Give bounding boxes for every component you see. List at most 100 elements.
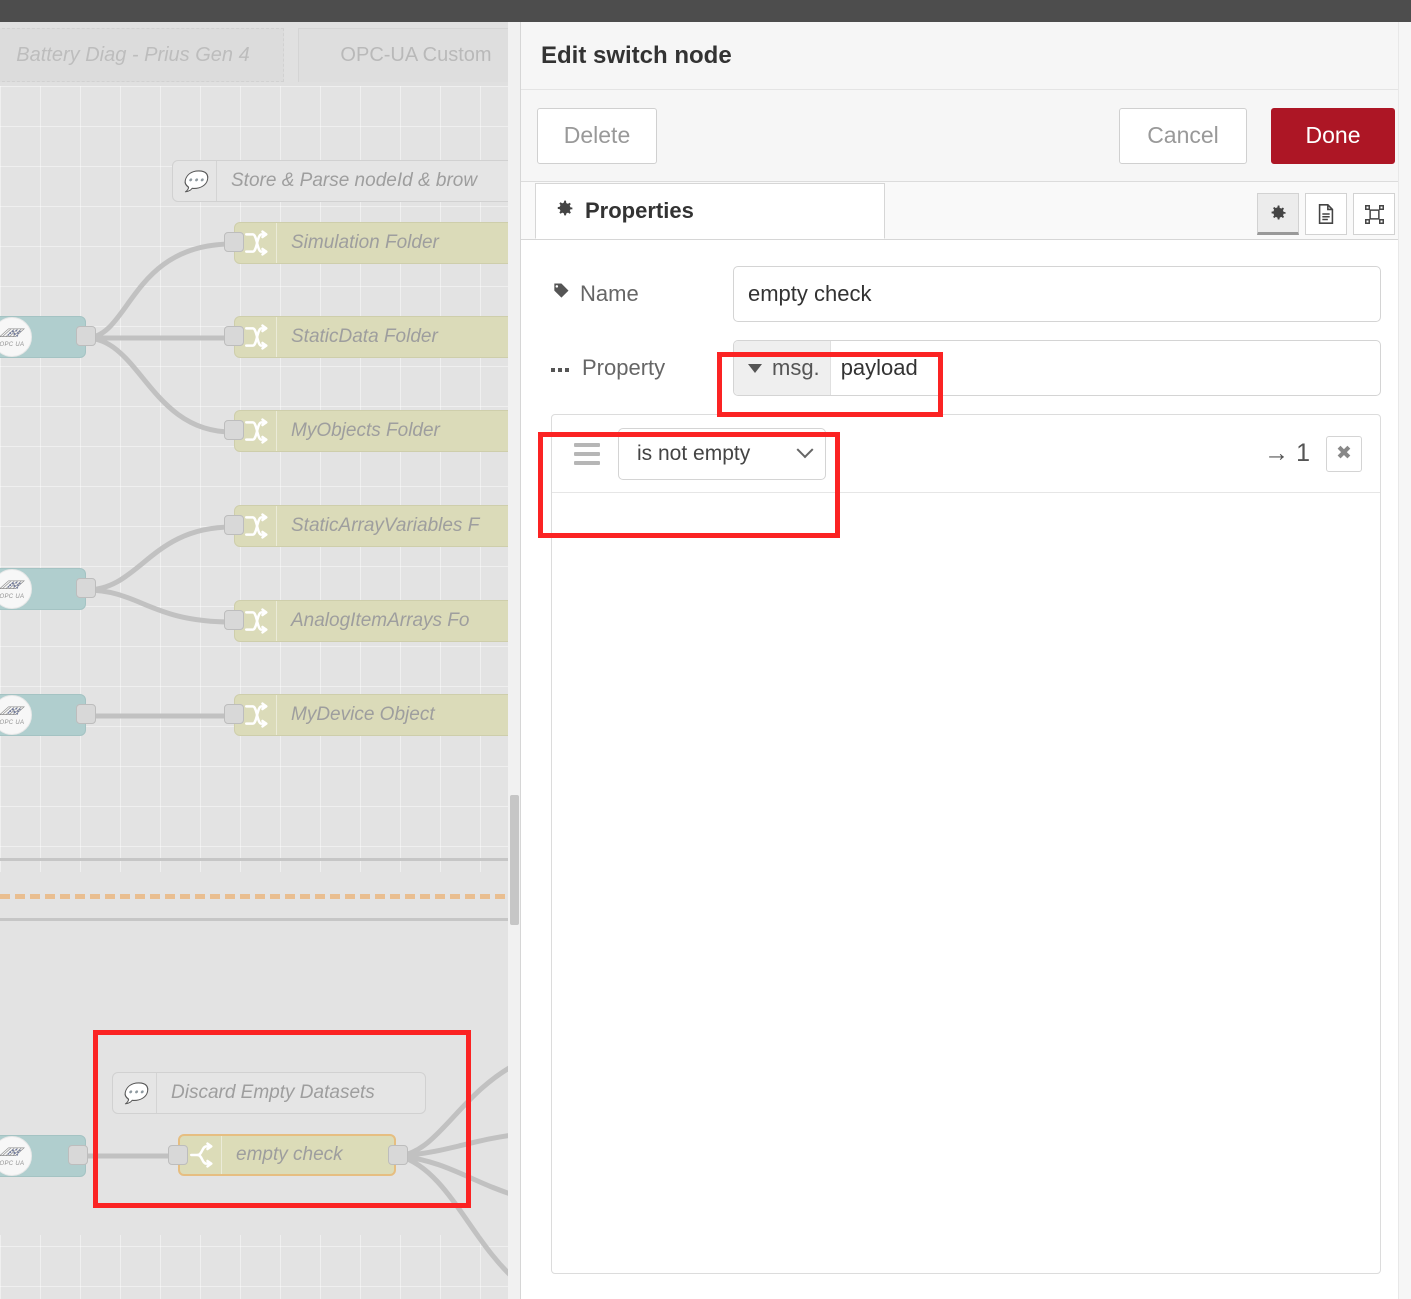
property-label-text: Property xyxy=(582,355,666,380)
switch-icon xyxy=(235,695,277,735)
name-label-text: Name xyxy=(580,281,639,306)
delete-button[interactable]: Delete xyxy=(537,107,657,164)
node-output-port[interactable] xyxy=(76,326,96,346)
opc-ua-logo-text: OPC UA xyxy=(0,342,25,348)
node-output-port[interactable] xyxy=(76,704,96,724)
property-prefix-label: msg. xyxy=(772,355,820,380)
node-input-port[interactable] xyxy=(224,232,244,252)
comment-node-store-parse[interactable]: 💬 Store & Parse nodeId & brow xyxy=(172,160,520,202)
edit-switch-node-dialog: Edit switch node Delete Cancel Done Prop… xyxy=(520,22,1411,1299)
flow-node-empty-check[interactable]: empty check xyxy=(178,1134,396,1176)
switch-rule-row: is not empty → 1 ✖ xyxy=(552,415,1380,493)
cancel-button[interactable]: Cancel xyxy=(1119,107,1247,164)
flow-canvas-lower xyxy=(0,872,520,1235)
chevron-down-icon xyxy=(796,440,814,458)
appearance-icon-button[interactable] xyxy=(1353,193,1395,235)
rule-operator-select[interactable]: is not empty xyxy=(618,427,826,480)
flow-node-label: MyObjects Folder xyxy=(291,420,440,441)
rule-output-group: → 1 ✖ xyxy=(1264,435,1362,472)
flow-node-label: AnalogItemArrays Fo xyxy=(291,610,470,631)
comment-icon: 💬 xyxy=(113,1073,157,1113)
rule-output-label: → 1 xyxy=(1264,439,1310,467)
gear-icon xyxy=(554,198,575,225)
opc-ua-logo-text: OPC UA xyxy=(0,594,25,600)
switch-icon xyxy=(235,601,277,641)
form-row-property: Property msg. payload xyxy=(551,340,1381,396)
node-input-port[interactable] xyxy=(224,420,244,440)
opc-ua-logo-text: OPC UA xyxy=(0,720,25,726)
comment-node-label: Store & Parse nodeId & brow xyxy=(231,170,478,191)
property-value-input[interactable]: payload xyxy=(840,355,918,380)
node-input-port[interactable] xyxy=(224,515,244,535)
flow-node-staticdata-folder[interactable]: StaticData Folder xyxy=(234,316,520,358)
tab-properties-label: Properties xyxy=(585,198,694,223)
flow-tab-label: OPC-UA Custom xyxy=(340,44,492,66)
name-input-value: empty check xyxy=(748,281,872,306)
group-dashed-border xyxy=(0,894,520,899)
node-input-port[interactable] xyxy=(224,326,244,346)
node-input-port[interactable] xyxy=(168,1145,188,1165)
flow-node-opcua-browser-3[interactable]: er OPC UA xyxy=(0,694,86,736)
dialog-action-bar: Delete Cancel Done xyxy=(521,90,1411,182)
switch-icon xyxy=(180,1136,222,1174)
flow-node-label: StaticData Folder xyxy=(291,326,438,347)
comment-node-discard-empty-datasets[interactable]: 💬 Discard Empty Datasets xyxy=(112,1072,426,1114)
workspace-scrollbar-thumb[interactable] xyxy=(510,795,519,925)
node-input-port[interactable] xyxy=(224,610,244,630)
chevron-down-icon xyxy=(748,363,762,373)
flow-node-label: empty check xyxy=(236,1144,343,1165)
description-icon-button[interactable] xyxy=(1305,193,1347,235)
form-row-name: Name empty check xyxy=(551,266,1381,322)
drag-handle-icon[interactable] xyxy=(574,442,600,465)
dialog-scrollbar[interactable] xyxy=(1398,22,1411,1299)
flow-workspace: Battery Diag - Prius Gen 4 OPC-UA Custom xyxy=(0,22,520,1299)
flow-tab-bar: Battery Diag - Prius Gen 4 OPC-UA Custom xyxy=(0,22,520,86)
opc-ua-logo-text: OPC UA xyxy=(0,1161,25,1167)
dialog-form: Name empty check Property xyxy=(521,240,1411,396)
rule-operator-label: is not empty xyxy=(637,441,751,465)
node-output-port[interactable] xyxy=(68,1145,88,1165)
group-bottom-rule xyxy=(0,918,520,921)
group-top-rule xyxy=(0,858,520,861)
opc-ua-logo-icon: OPC UA xyxy=(0,1136,32,1176)
node-output-port[interactable] xyxy=(76,578,96,598)
comment-icon: 💬 xyxy=(173,161,217,201)
dialog-tab-strip: Properties xyxy=(521,182,1411,240)
flow-node-staticarrayvariables[interactable]: StaticArrayVariables F xyxy=(234,505,520,547)
flow-tab-label: Battery Diag - Prius Gen 4 xyxy=(16,43,250,66)
flow-node-opcua-browser-1[interactable]: er OPC UA xyxy=(0,316,86,358)
done-button[interactable]: Done xyxy=(1271,107,1395,164)
name-field-label: Name xyxy=(551,281,733,307)
remove-rule-button[interactable]: ✖ xyxy=(1326,435,1362,472)
flow-node-analogitemarrays[interactable]: AnalogItemArrays Fo xyxy=(234,600,520,642)
node-output-port[interactable] xyxy=(388,1145,408,1165)
property-typed-input[interactable]: msg. payload xyxy=(733,340,1381,396)
ellipsis-icon xyxy=(551,355,573,381)
flow-node-simulation-folder[interactable]: Simulation Folder xyxy=(234,222,520,264)
top-header-bar xyxy=(0,0,1411,22)
gear-icon-button[interactable] xyxy=(1257,193,1299,235)
workspace-scrollbar-track[interactable] xyxy=(508,22,522,1299)
switch-icon xyxy=(235,223,277,263)
node-input-port[interactable] xyxy=(224,704,244,724)
flow-node-opcua-browser-2[interactable]: er OPC UA xyxy=(0,568,86,610)
flow-tab-opc-ua-custom[interactable]: OPC-UA Custom xyxy=(298,28,520,82)
flow-node-label: MyDevice Object xyxy=(291,704,435,725)
opc-ua-logo-icon: OPC UA xyxy=(0,569,32,609)
switch-icon xyxy=(235,317,277,357)
dialog-title: Edit switch node xyxy=(541,41,732,69)
property-field-label: Property xyxy=(551,355,733,381)
switch-icon xyxy=(235,411,277,451)
flow-node-myobjects-folder[interactable]: MyObjects Folder xyxy=(234,410,520,452)
flow-node-label: Simulation Folder xyxy=(291,232,439,253)
tab-properties[interactable]: Properties xyxy=(535,183,885,239)
flow-tab-battery-diag[interactable]: Battery Diag - Prius Gen 4 xyxy=(0,28,284,82)
opc-ua-logo-icon: OPC UA xyxy=(0,317,32,357)
dialog-tab-buttons xyxy=(1257,193,1395,235)
comment-node-label: Discard Empty Datasets xyxy=(171,1082,375,1103)
switch-icon xyxy=(235,506,277,546)
flow-node-mydevice-object[interactable]: MyDevice Object xyxy=(234,694,520,736)
name-input[interactable]: empty check xyxy=(733,266,1381,322)
property-type-selector[interactable]: msg. xyxy=(734,341,831,395)
